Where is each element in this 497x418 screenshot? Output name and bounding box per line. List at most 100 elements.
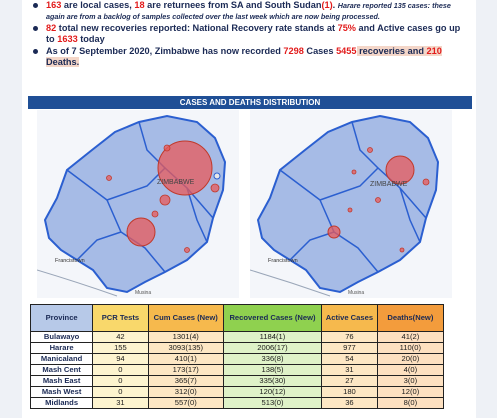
cell-recovered: 336(8): [222, 353, 323, 365]
cell-active: 180: [321, 386, 378, 398]
cell-pcr: 42: [92, 331, 149, 343]
cell-recovered: 335(30): [222, 375, 323, 387]
cell-province: Harare: [29, 342, 94, 354]
cell-province: Midlands: [29, 397, 94, 409]
cell-active: 27: [321, 375, 378, 387]
cell-recovered: 120(12): [222, 386, 323, 398]
bullet-recoveries: 82 total new recoveries reported: Nation…: [30, 23, 470, 45]
midlands-bubble: [159, 194, 171, 206]
cell-deaths: 41(2): [376, 331, 445, 343]
total-deaths: 210: [426, 46, 442, 56]
cell-deaths: 4(0): [376, 364, 445, 376]
cell-cum: 1301(4): [147, 331, 224, 343]
country-label: ZIMBABWE: [370, 181, 408, 188]
deaths-map: ZIMBABWE Francistown Musina: [250, 110, 452, 298]
totals-lead: As of 7 September 2020, Zimbabwe has now…: [46, 46, 284, 56]
recovery-rate: 75%: [337, 23, 356, 33]
distribution-banner: CASES AND DEATHS DISTRIBUTION: [28, 96, 472, 109]
table-header-row: Province PCR Tests Cum Cases (New) Recov…: [29, 304, 445, 332]
cases-map-svg: ZIMBABWE Francistown Musina: [37, 110, 239, 298]
cell-deaths: 20(0): [376, 353, 445, 365]
cell-active: 54: [321, 353, 378, 365]
local-cases-count: 163: [46, 0, 62, 10]
town-label: Francistown: [268, 258, 298, 264]
cell-active: 31: [321, 364, 378, 376]
town-label: Francistown: [55, 258, 85, 264]
harare-bubble: [157, 140, 213, 196]
col-recovered: Recovered Cases (New): [222, 304, 323, 332]
cell-province: Mash West: [29, 386, 94, 398]
cell-pcr: 155: [92, 342, 149, 354]
cell-pcr: 94: [92, 353, 149, 365]
cell-recovered: 2006(17): [222, 342, 323, 354]
town2-label: Musina: [348, 290, 364, 296]
manicaland-bubble: [210, 183, 220, 193]
bulletin-page: 163 are local cases, 18 are returnees fr…: [22, 0, 476, 418]
bullet-totals: As of 7 September 2020, Zimbabwe has now…: [30, 46, 470, 68]
bullet-dot-icon: [33, 49, 38, 54]
cell-recovered: 138(5): [222, 364, 323, 376]
cell-cum: 557(0): [147, 397, 224, 409]
new-recoveries-count: 82: [46, 23, 57, 33]
bullet-dot-icon: [33, 26, 38, 31]
cell-cum: 365(7): [147, 375, 224, 387]
active-cases-text: today: [77, 34, 105, 44]
cell-cum: 312(0): [147, 386, 224, 398]
returnee-count: 18: [134, 0, 145, 10]
col-deaths: Deaths(New): [376, 304, 445, 332]
total-recoveries-text: recoveries and: [356, 46, 427, 56]
cell-province: Mash Cent: [29, 364, 94, 376]
table-row: Mash East 0 365(7) 335(30) 27 3(0): [29, 375, 445, 387]
cell-pcr: 31: [92, 397, 149, 409]
table-row: Manicaland 94 410(1) 336(8) 54 20(0): [29, 353, 445, 365]
cell-province: Mash East: [29, 375, 94, 387]
cell-deaths: 8(0): [376, 397, 445, 409]
total-deaths-text: Deaths.: [46, 57, 80, 67]
bullet-dot-icon: [33, 3, 38, 8]
cell-cum: 410(1): [147, 353, 224, 365]
cell-active: 36: [321, 397, 378, 409]
cell-province: Bulawayo: [29, 331, 94, 343]
total-cases-text: Cases: [303, 46, 337, 56]
cell-deaths: 110(0): [376, 342, 445, 354]
cell-cum: 173(17): [147, 364, 224, 376]
harare-note: Harare reported 135 cases: these again a…: [46, 1, 451, 21]
recovery-rate-text: and Active cases go up to: [46, 23, 461, 44]
bullet-local-cases: 163 are local cases, 18 are returnees fr…: [30, 0, 470, 22]
table-row: Bulawayo 42 1301(4) 1184(1) 76 41(2): [29, 331, 445, 343]
total-recoveries: 5455: [336, 46, 357, 56]
bulawayo-deaths-bubble: [327, 225, 341, 239]
col-province: Province: [29, 304, 94, 332]
deaths-map-svg: ZIMBABWE Francistown Musina: [250, 110, 452, 298]
cases-map: ZIMBABWE Francistown Musina: [37, 110, 239, 298]
table-row: Mash Cent 0 173(17) 138(5) 31 4(0): [29, 364, 445, 376]
col-cum-cases: Cum Cases (New): [147, 304, 224, 332]
col-pcr-tests: PCR Tests: [92, 304, 149, 332]
cell-cum: 3093(135): [147, 342, 224, 354]
returnee-new: (1): [321, 0, 333, 10]
cell-deaths: 12(0): [376, 386, 445, 398]
cell-pcr: 0: [92, 386, 149, 398]
table-row: Midlands 31 557(0) 513(0) 36 8(0): [29, 397, 445, 409]
cell-recovered: 1184(1): [222, 331, 323, 343]
cell-active: 76: [321, 331, 378, 343]
active-cases-count: 1633: [57, 34, 78, 44]
province-table: Province PCR Tests Cum Cases (New) Recov…: [29, 304, 445, 409]
local-cases-text: are local cases,: [61, 0, 135, 10]
summary-bullets: 163 are local cases, 18 are returnees fr…: [30, 0, 470, 69]
recoveries-text: total new recoveries reported: National …: [56, 23, 338, 33]
cell-pcr: 0: [92, 364, 149, 376]
table-row: Harare 155 3093(135) 2006(17) 977 110(0): [29, 342, 445, 354]
table-row: Mash West 0 312(0) 120(12) 180 12(0): [29, 386, 445, 398]
col-active: Active Cases: [321, 304, 378, 332]
country-label: ZIMBABWE: [157, 179, 195, 186]
cell-active: 977: [321, 342, 378, 354]
returnee-text: are returnees from SA and South Sudan: [144, 0, 322, 10]
cell-recovered: 513(0): [222, 397, 323, 409]
bulawayo-bubble: [126, 217, 156, 247]
total-cases: 7298: [283, 46, 304, 56]
cell-province: Manicaland: [29, 353, 94, 365]
returnee-end: .: [332, 0, 338, 10]
cell-deaths: 3(0): [376, 375, 445, 387]
town2-label: Musina: [135, 290, 151, 296]
